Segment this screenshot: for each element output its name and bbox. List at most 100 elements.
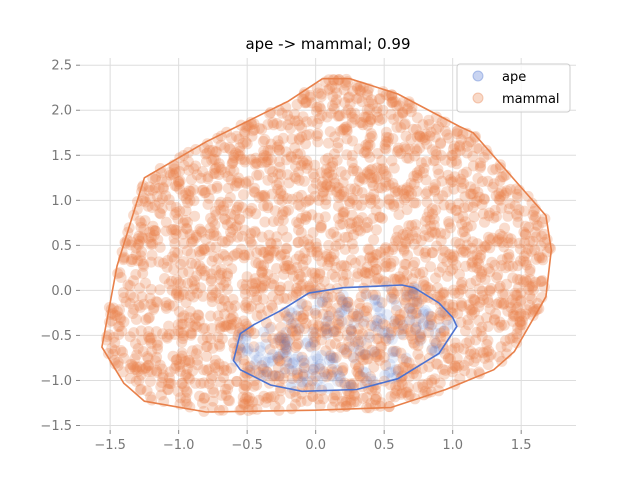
scatter-point-mammal (309, 339, 321, 351)
scatter-point-mammal (187, 321, 199, 333)
scatter-point-mammal (360, 276, 372, 287)
scatter-point-mammal (495, 341, 507, 353)
scatter-point-mammal (178, 326, 190, 338)
scatter-point-mammal (455, 284, 466, 296)
scatter-point-mammal (285, 122, 296, 134)
scatter-point-mammal (258, 260, 270, 271)
scatter-point-mammal (368, 361, 380, 373)
scatter-point-mammal (496, 254, 508, 266)
scatter-point-mammal (356, 265, 368, 277)
scatter-point-mammal (133, 299, 145, 311)
scatter-point-mammal (185, 248, 197, 260)
scatter-point-mammal (458, 178, 470, 189)
scatter-point-mammal (325, 350, 337, 362)
scatter-point-mammal (267, 333, 279, 344)
scatter-point-mammal (178, 310, 190, 322)
scatter-point-mammal (315, 88, 327, 100)
scatter-point-mammal (329, 131, 341, 143)
scatter-point-mammal (292, 372, 304, 384)
scatter-point-mammal (403, 220, 415, 232)
scatter-point-mammal (306, 115, 318, 127)
scatter-point-mammal (255, 244, 266, 256)
scatter-point-mammal (173, 178, 185, 190)
scatter-point-ape (251, 354, 262, 366)
scatter-point-mammal (188, 283, 200, 295)
scatter-point-mammal (322, 84, 334, 96)
scatter-point-mammal (329, 82, 341, 94)
scatter-point-mammal (499, 222, 511, 234)
scatter-point-mammal (260, 396, 272, 408)
scatter-point-mammal (132, 238, 144, 250)
scatter-point-mammal (337, 211, 349, 222)
scatter-point-mammal (262, 200, 274, 211)
scatter-point-mammal (376, 113, 388, 125)
scatter-point-mammal (205, 373, 217, 385)
scatter-point-mammal (479, 216, 490, 228)
scatter-point-mammal (217, 248, 229, 260)
scatter-point-mammal (403, 390, 414, 402)
scatter-point-mammal (113, 329, 125, 340)
scatter-point-mammal (281, 231, 293, 243)
scatter-point-mammal (189, 377, 201, 389)
scatter-point-mammal (380, 332, 391, 344)
scatter-point-mammal (307, 227, 319, 239)
scatter-point-mammal (225, 362, 237, 374)
scatter-point-mammal (150, 296, 162, 308)
scatter-point-mammal (239, 299, 251, 311)
scatter-point-mammal (403, 190, 415, 202)
scatter-point-mammal (411, 297, 423, 309)
scatter-point-ape (404, 314, 416, 326)
scatter-point-mammal (180, 392, 192, 404)
scatter-point-mammal (364, 267, 376, 279)
scatter-point-ape (384, 366, 396, 378)
scatter-point-ape (360, 367, 372, 379)
scatter-point-mammal (483, 207, 495, 219)
scatter-point-mammal (480, 144, 492, 156)
scatter-point-mammal (334, 322, 346, 334)
scatter-point-mammal (497, 288, 509, 300)
scatter-point-mammal (233, 213, 245, 225)
scatter-point-mammal (409, 143, 421, 155)
scatter-point-mammal (404, 303, 416, 314)
scatter-point-ape (384, 358, 396, 370)
scatter-point-mammal (411, 112, 423, 124)
scatter-point-mammal (174, 166, 185, 177)
scatter-point-mammal (321, 301, 333, 312)
scatter-point-mammal (346, 217, 358, 229)
scatter-point-mammal (149, 182, 161, 194)
scatter-point-mammal (318, 186, 329, 197)
scatter-point-mammal (147, 184, 159, 196)
scatter-point-mammal (401, 103, 413, 115)
scatter-point-mammal (342, 231, 354, 243)
scatter-point-ape (406, 306, 417, 318)
scatter-point-ape (395, 328, 407, 340)
scatter-point-mammal (340, 396, 352, 408)
scatter-point-mammal (286, 373, 298, 384)
scatter-point-mammal (435, 327, 447, 339)
scatter-point-mammal (458, 245, 470, 257)
scatter-point-mammal (390, 380, 402, 392)
scatter-point-mammal (488, 314, 500, 326)
scatter-point-mammal (265, 138, 277, 150)
scatter-point-mammal (365, 320, 377, 331)
scatter-point-mammal (180, 187, 192, 199)
scatter-point-mammal (224, 143, 236, 155)
scatter-point-mammal (107, 302, 119, 314)
scatter-point-mammal (238, 399, 250, 411)
scatter-point-mammal (460, 246, 472, 258)
scatter-point-mammal (170, 288, 182, 300)
scatter-point-ape (263, 323, 275, 335)
scatter-point-mammal (343, 335, 355, 347)
scatter-point-mammal (419, 230, 431, 242)
scatter-point-mammal (415, 333, 427, 345)
scatter-point-mammal (331, 389, 342, 401)
scatter-point-mammal (498, 171, 509, 183)
scatter-point-mammal (314, 363, 326, 375)
scatter-point-mammal (411, 131, 423, 143)
scatter-point-mammal (310, 327, 322, 339)
scatter-point-mammal (371, 249, 383, 260)
scatter-point-mammal (219, 295, 231, 307)
scatter-point-mammal (319, 325, 331, 336)
scatter-point-mammal (474, 296, 486, 308)
scatter-point-ape (309, 304, 321, 316)
